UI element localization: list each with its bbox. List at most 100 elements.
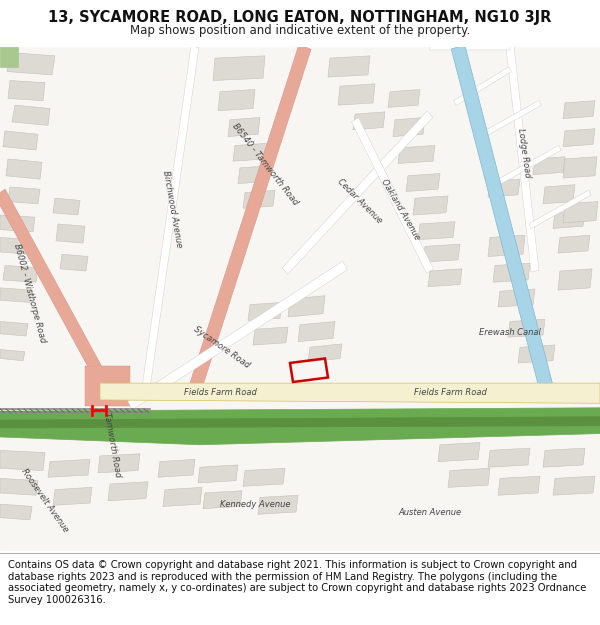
Text: Birchwood Avenue: Birchwood Avenue — [161, 170, 183, 249]
Polygon shape — [0, 504, 32, 520]
Polygon shape — [518, 345, 555, 363]
Text: Fields Farm Road: Fields Farm Road — [184, 388, 256, 397]
Polygon shape — [398, 146, 435, 164]
Polygon shape — [8, 187, 40, 204]
Polygon shape — [529, 190, 591, 229]
Polygon shape — [108, 482, 148, 501]
Text: B6540 - Tamworth Road: B6540 - Tamworth Road — [230, 122, 299, 207]
Polygon shape — [298, 321, 335, 342]
Polygon shape — [0, 288, 32, 302]
Polygon shape — [238, 166, 270, 184]
Text: Oakland Avenue: Oakland Avenue — [379, 177, 421, 241]
Polygon shape — [218, 89, 255, 111]
Polygon shape — [508, 319, 545, 337]
Text: Kennedy Avenue: Kennedy Avenue — [220, 499, 290, 509]
Polygon shape — [0, 238, 30, 254]
Text: Sycamore Road: Sycamore Road — [193, 324, 251, 370]
Polygon shape — [3, 266, 38, 282]
Text: Austen Avenue: Austen Avenue — [398, 508, 461, 516]
Polygon shape — [56, 224, 85, 243]
Text: Tamworth Road: Tamworth Road — [102, 412, 122, 478]
Polygon shape — [393, 118, 425, 136]
Polygon shape — [308, 344, 342, 362]
Polygon shape — [60, 254, 88, 271]
Polygon shape — [438, 442, 480, 462]
Polygon shape — [328, 56, 370, 77]
Polygon shape — [353, 112, 385, 130]
Polygon shape — [543, 185, 575, 204]
Polygon shape — [282, 111, 433, 274]
Polygon shape — [563, 101, 595, 119]
Polygon shape — [248, 302, 282, 321]
Polygon shape — [228, 118, 260, 136]
Polygon shape — [189, 44, 311, 391]
Polygon shape — [563, 157, 597, 178]
Polygon shape — [0, 47, 600, 551]
Polygon shape — [406, 174, 440, 191]
Polygon shape — [53, 198, 80, 215]
Polygon shape — [352, 118, 433, 273]
Polygon shape — [0, 215, 35, 232]
Polygon shape — [533, 157, 565, 174]
Polygon shape — [288, 296, 325, 317]
Text: Fields Farm Road: Fields Farm Road — [413, 388, 487, 397]
Polygon shape — [430, 44, 510, 50]
Polygon shape — [563, 129, 595, 147]
Polygon shape — [128, 261, 347, 410]
Polygon shape — [428, 269, 462, 287]
Text: Lodge Road: Lodge Road — [516, 128, 532, 179]
Polygon shape — [163, 488, 202, 506]
Polygon shape — [543, 448, 585, 468]
Polygon shape — [448, 468, 490, 488]
Polygon shape — [98, 454, 140, 472]
Polygon shape — [493, 263, 530, 282]
Text: Roosevelt Avenue: Roosevelt Avenue — [20, 468, 70, 534]
Polygon shape — [0, 189, 115, 398]
Polygon shape — [233, 143, 268, 161]
Polygon shape — [388, 89, 420, 107]
Polygon shape — [553, 211, 585, 229]
Polygon shape — [48, 459, 90, 478]
Polygon shape — [423, 244, 460, 262]
Polygon shape — [8, 81, 45, 101]
Polygon shape — [3, 131, 38, 150]
Text: Cedar Avenue: Cedar Avenue — [336, 177, 384, 226]
Text: B6002 - Wisthorpe Road: B6002 - Wisthorpe Road — [13, 243, 47, 344]
Text: Map shows position and indicative extent of the property.: Map shows position and indicative extent… — [130, 24, 470, 36]
Polygon shape — [451, 45, 555, 396]
Polygon shape — [198, 465, 238, 483]
Polygon shape — [553, 476, 595, 495]
Polygon shape — [243, 468, 285, 486]
Text: 13, SYCAMORE ROAD, LONG EATON, NOTTINGHAM, NG10 3JR: 13, SYCAMORE ROAD, LONG EATON, NOTTINGHA… — [49, 10, 551, 25]
Polygon shape — [488, 448, 530, 468]
Text: Erewash Canal: Erewash Canal — [479, 328, 541, 338]
Polygon shape — [0, 451, 45, 471]
Polygon shape — [141, 46, 199, 395]
Polygon shape — [499, 145, 561, 184]
Polygon shape — [213, 56, 265, 81]
Polygon shape — [454, 67, 511, 106]
Polygon shape — [413, 196, 448, 215]
Polygon shape — [488, 179, 520, 197]
Polygon shape — [100, 383, 600, 403]
Polygon shape — [203, 491, 242, 509]
Text: Contains OS data © Crown copyright and database right 2021. This information is : Contains OS data © Crown copyright and d… — [8, 560, 586, 605]
Polygon shape — [253, 327, 288, 345]
Polygon shape — [558, 269, 592, 290]
Polygon shape — [7, 52, 55, 75]
Polygon shape — [53, 488, 92, 505]
Polygon shape — [558, 235, 590, 253]
Polygon shape — [12, 105, 50, 126]
Polygon shape — [0, 478, 38, 495]
Polygon shape — [498, 476, 540, 495]
Polygon shape — [243, 191, 275, 208]
Polygon shape — [418, 222, 455, 239]
Polygon shape — [498, 289, 535, 307]
Polygon shape — [488, 235, 525, 256]
Polygon shape — [0, 321, 28, 336]
Polygon shape — [85, 366, 130, 406]
Polygon shape — [258, 495, 298, 514]
Polygon shape — [479, 101, 541, 139]
Polygon shape — [0, 408, 600, 445]
Polygon shape — [6, 159, 42, 179]
